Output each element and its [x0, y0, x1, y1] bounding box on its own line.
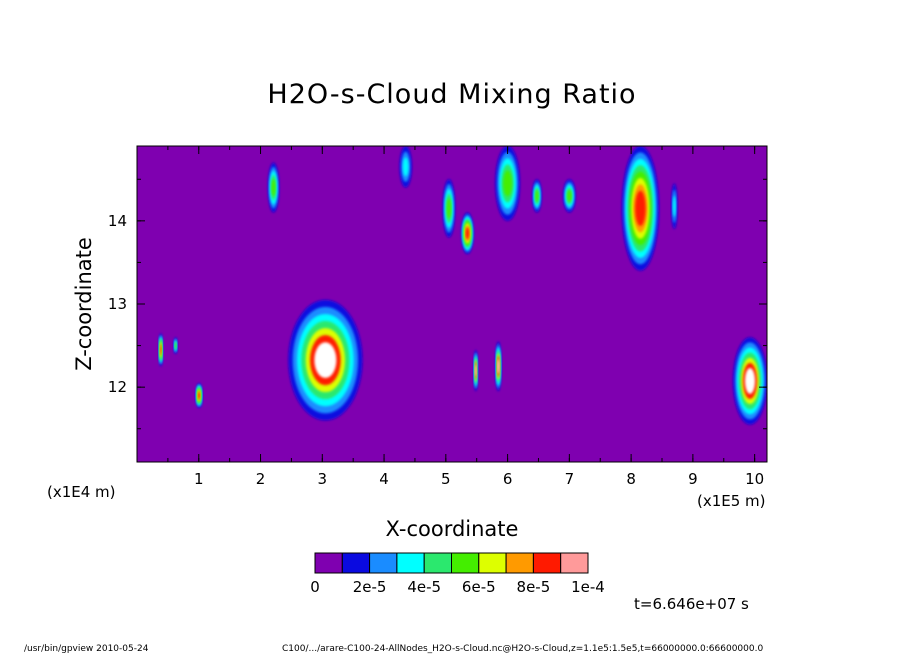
- x-axis-unit: (x1E5 m): [697, 492, 766, 510]
- footer-right: C100/.../arare-C100-24-AllNodes_H2O-s-Cl…: [282, 644, 763, 654]
- cloud-contour: [497, 358, 500, 374]
- cloud-contour: [174, 342, 177, 349]
- colorbar-tick-label: 8e-5: [517, 578, 551, 596]
- cloud-contour: [160, 345, 162, 355]
- y-axis-label: Z-coordinate: [72, 237, 96, 371]
- colorbar-swatch: [396, 552, 425, 574]
- x-tick-label: 10: [745, 470, 764, 488]
- cloud-contour: [314, 342, 337, 379]
- cloud-contour: [271, 178, 276, 197]
- cloud-contour: [465, 227, 470, 240]
- cloud-feature-12: [532, 179, 542, 213]
- cloud-contour: [744, 367, 756, 394]
- colorbar-swatch: [451, 552, 480, 574]
- footer-left: /usr/bin/gpview 2010-05-24: [24, 644, 149, 654]
- colorbar-tick-labels: 0 2e-5 4e-5 6e-5 8e-5 1e-4: [310, 578, 605, 596]
- cloud-feature-13: [563, 179, 576, 213]
- x-tick-label: 2: [256, 470, 266, 488]
- colorbar-tick-label: 4e-5: [407, 578, 441, 596]
- colorbar-swatch: [532, 552, 562, 574]
- cloud-feature-15: [671, 183, 678, 230]
- cloud-feature-7: [442, 179, 456, 238]
- cloud-contour: [475, 364, 477, 377]
- cloud-feature-11: [495, 146, 520, 221]
- cloud-feature-4: [267, 162, 280, 213]
- colorbar: [314, 552, 589, 574]
- colorbar-tick-label: 0: [310, 578, 320, 596]
- y-axis-unit: (x1E4 m): [47, 483, 116, 501]
- colorbar-tick-label: 6e-5: [462, 578, 496, 596]
- cloud-feature-16: [733, 337, 767, 425]
- colorbar-swatch: [560, 552, 589, 574]
- colorbar-swatch: [369, 552, 398, 574]
- cloud-feature-1: [158, 333, 163, 367]
- cloud-feature-8: [461, 212, 474, 255]
- x-tick-label: 4: [379, 470, 389, 488]
- y-tick-label: 12: [108, 378, 127, 396]
- cloud-feature-3: [195, 383, 203, 408]
- cloud-feature-2: [173, 337, 178, 354]
- colorbar-swatch: [505, 552, 534, 574]
- colorbar-swatch: [478, 552, 507, 574]
- y-tick-label: 13: [108, 295, 127, 313]
- cloud-feature-14: [621, 146, 659, 271]
- cloud-contour: [446, 198, 452, 219]
- cloud-contour: [198, 391, 201, 399]
- cloud-feature-6: [399, 146, 412, 188]
- cloud-contour: [672, 195, 676, 217]
- x-tick-label: 1: [194, 470, 204, 488]
- cloud-feature-10: [495, 341, 502, 392]
- x-tick-label: 3: [318, 470, 328, 488]
- colorbar-swatch: [314, 552, 343, 574]
- x-axis-ticks: 1 2 3 4 5 6 7 8 9 10: [136, 146, 764, 488]
- time-stamp: t=6.646e+07 s: [634, 595, 749, 613]
- chart-title: H2O-s-Cloud Mixing Ratio: [267, 79, 636, 110]
- x-tick-label: 9: [688, 470, 698, 488]
- cloud-contour: [503, 170, 512, 197]
- cloud-contour: [535, 190, 539, 202]
- colorbar-swatch: [341, 552, 371, 574]
- colorbar-swatch: [423, 552, 453, 574]
- colorbar-tick-label: 1e-4: [571, 578, 605, 596]
- cloud-feature-5: [288, 299, 363, 421]
- cloud-features: [158, 146, 767, 425]
- y-axis-ticks: 12 13 14: [108, 178, 767, 430]
- y-tick-label: 14: [108, 212, 127, 230]
- cloud-contour: [402, 157, 409, 177]
- x-tick-label: 7: [565, 470, 575, 488]
- colorbar-tick-label: 2e-5: [353, 578, 387, 596]
- x-axis-label: X-coordinate: [386, 517, 519, 541]
- x-tick-label: 8: [626, 470, 636, 488]
- cloud-feature-9: [473, 349, 478, 392]
- x-tick-label: 6: [503, 470, 513, 488]
- cloud-contour: [567, 190, 572, 202]
- x-tick-label: 5: [441, 470, 451, 488]
- cloud-contour: [635, 190, 646, 226]
